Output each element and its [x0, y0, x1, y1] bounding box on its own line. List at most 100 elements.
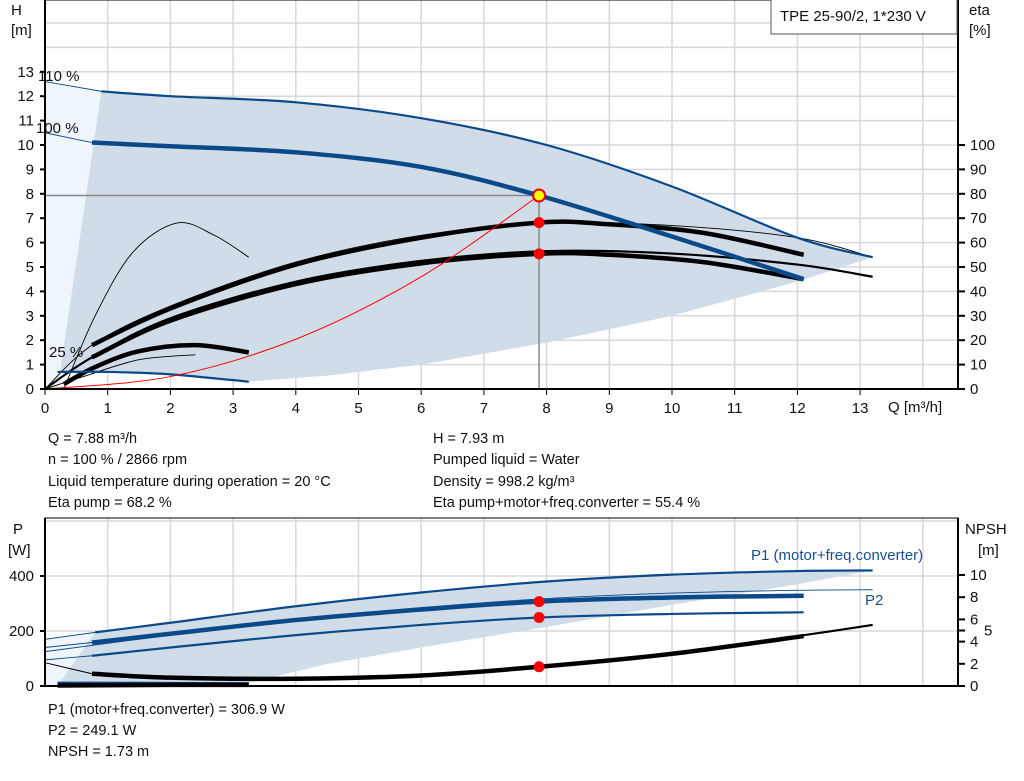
eta-tick-label: 30	[970, 308, 987, 325]
power-curve	[44, 589, 873, 653]
npsh-axis-label: NPSH	[965, 521, 1007, 538]
npsh-tick-label: 6	[970, 611, 978, 628]
eta-tick-label: 40	[970, 283, 987, 300]
result-head: H = 7.93 m	[433, 431, 505, 447]
h-tick-label: 5	[26, 259, 34, 276]
power-curve	[95, 569, 873, 634]
npsh-tick-label: 10	[970, 567, 987, 584]
q-tick-label: 3	[229, 400, 237, 417]
power-curve-extension	[44, 631, 96, 640]
q-tick-label: 12	[789, 400, 806, 417]
power-operating-point	[533, 611, 545, 623]
eta-curve	[44, 354, 196, 390]
npsh-tick-label: 2	[970, 656, 978, 673]
axes: 0 1 2 3 4 5 6 7 8 9 10 11 12 130123456789101112130102…	[9, 0, 995, 695]
eta-curve	[63, 222, 250, 390]
h-tick-label: 7	[26, 210, 34, 227]
eta-tick-label: 20	[970, 332, 987, 349]
eta-tick-label: 90	[970, 161, 987, 178]
power-curve	[91, 611, 804, 657]
eta-axis-unit: [%]	[969, 22, 991, 39]
eta-tick-label: 10	[970, 357, 987, 374]
h-tick-label: 6	[26, 235, 34, 252]
system-curve	[44, 195, 540, 390]
q-tick-label: 6	[417, 400, 425, 417]
q-tick-label: 13	[852, 400, 869, 417]
q-tick-label: 11	[727, 400, 743, 417]
head-curve-extension	[44, 132, 93, 144]
npsh-operating-point	[533, 661, 545, 673]
q-tick-label: 1	[104, 400, 112, 417]
head-curve	[57, 370, 249, 383]
eta-tick-label: 50	[970, 259, 987, 276]
h-tick-label: 13	[17, 64, 34, 81]
h-tick-label: 8	[26, 186, 34, 203]
annotation-100: 100 %	[36, 120, 79, 137]
q-tick-label: 5	[354, 400, 362, 417]
eta-operating-point	[533, 217, 545, 229]
npsh-tick-label: 5	[984, 623, 992, 640]
h-tick-label: 11	[18, 113, 34, 130]
h-tick-label: 10	[17, 137, 34, 154]
p-tick-label: 400	[9, 568, 34, 585]
h-tick-label: 2	[26, 332, 34, 349]
q-tick-label: 4	[292, 400, 300, 417]
operating-region	[57, 91, 873, 389]
h-tick-label: 1	[26, 357, 34, 374]
eta-tick-label: 0	[970, 381, 978, 398]
p-tick-label: 200	[9, 623, 34, 640]
power-operating-point	[533, 596, 545, 608]
h-tick-label: 0	[26, 381, 34, 398]
result-flow: Q = 7.88 m³/h	[48, 431, 138, 447]
q-tick-label: 10	[664, 400, 681, 417]
q-tick-label: 8	[542, 400, 550, 417]
head-curve	[101, 90, 873, 259]
eta-tick-label: 100	[970, 137, 995, 154]
result-density: Density = 998.2 kg/m³	[433, 474, 575, 490]
result-p1: P1 (motor+freq.converter) = 306.9 W	[48, 702, 285, 718]
h-tick-label: 12	[17, 88, 34, 105]
npsh-tick-label: 4	[970, 634, 978, 651]
annotation-25: 25 %	[49, 344, 83, 361]
npsh-curve-extension	[44, 662, 93, 675]
h-axis-unit: [m]	[11, 22, 32, 39]
q-tick-label: 7	[480, 400, 488, 417]
bottom-chart-marks	[44, 569, 873, 688]
legend-p2: P2	[865, 592, 883, 609]
duty-point	[532, 188, 547, 203]
title-text: TPE 25-90/2, 1*230 V	[780, 8, 926, 25]
title-box	[770, 0, 958, 35]
eta-tick-label: 60	[970, 235, 987, 252]
h-axis-label: H	[11, 2, 22, 19]
eta-curve	[91, 219, 805, 348]
q-tick-label: 0	[41, 400, 49, 417]
power-curve	[91, 593, 804, 645]
eta-curve	[44, 221, 873, 390]
eta-axis-label: eta	[969, 2, 991, 19]
h-tick-label: 9	[26, 161, 34, 178]
result-speed: n = 100 % / 2866 rpm	[48, 452, 188, 468]
p-axis-label: P	[13, 521, 23, 538]
head-curve	[91, 140, 805, 282]
result-eta-pump: Eta pump = 68.2 %	[48, 495, 172, 511]
result-p2: P2 = 249.1 W	[48, 723, 137, 739]
p-tick-label: 0	[26, 678, 34, 695]
result-npsh: NPSH = 1.73 m	[48, 744, 150, 760]
npsh-curve	[421, 623, 873, 677]
top-chart-marks	[44, 81, 873, 390]
result-liquid-temp: Liquid temperature during operation = 20…	[48, 474, 331, 490]
q-tick-label: 2	[166, 400, 174, 417]
npsh-tick-label: 8	[970, 589, 978, 606]
q-axis-label: Q [m³/h]	[888, 399, 942, 416]
legend-p1: P1 (motor+freq.converter)	[751, 547, 923, 564]
low-flow-region	[45, 81, 102, 389]
p-axis-unit: [W]	[8, 542, 31, 559]
eta-curve	[91, 250, 805, 360]
power-curve-extension	[44, 655, 93, 661]
h-tick-label: 3	[26, 308, 34, 325]
head-curve-extension	[44, 81, 102, 92]
npsh-axis-unit: [m]	[978, 542, 999, 559]
annotation-110: 110 %	[38, 68, 79, 85]
